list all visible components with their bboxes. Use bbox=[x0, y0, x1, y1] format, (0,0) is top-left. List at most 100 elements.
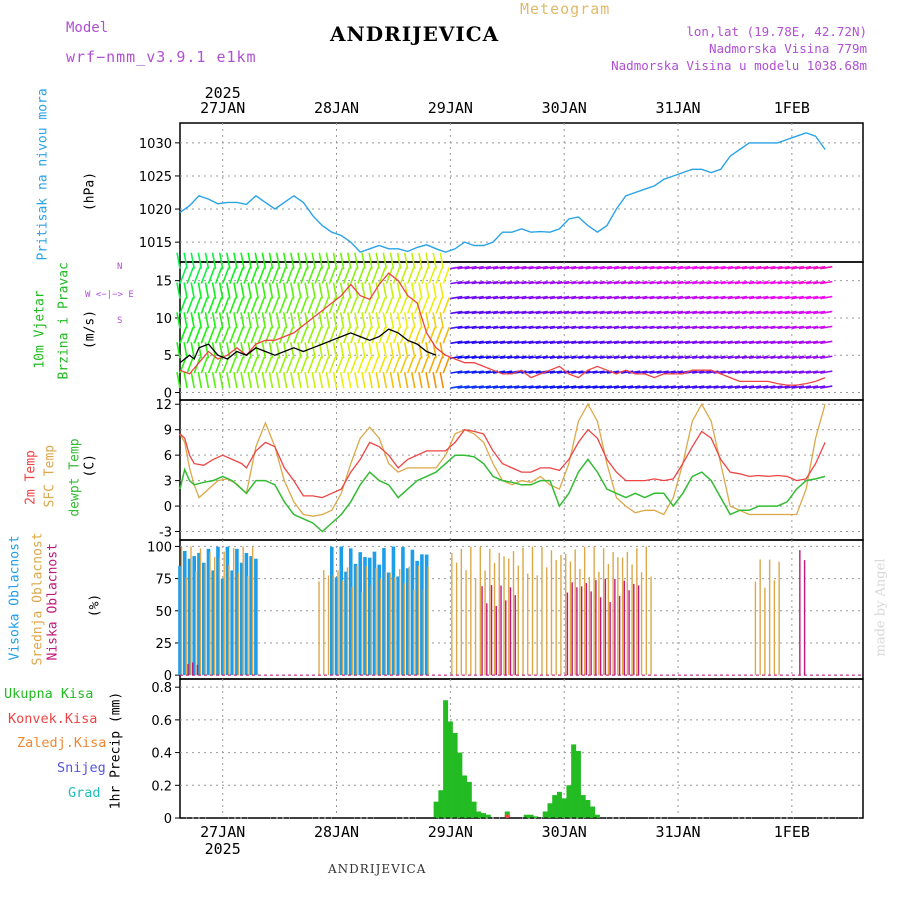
wind-barb bbox=[642, 325, 655, 330]
wind-barb bbox=[685, 325, 698, 330]
wind-barb bbox=[507, 340, 520, 345]
wind-barb bbox=[592, 340, 605, 345]
precip-legend-frz: Zaledj.Kisa bbox=[17, 735, 107, 751]
wind-barb bbox=[791, 265, 804, 270]
wind-barb bbox=[471, 370, 484, 374]
wind-barb bbox=[233, 252, 238, 269]
wind-barb bbox=[727, 310, 740, 315]
wind-barb bbox=[471, 295, 484, 300]
wind-barb bbox=[777, 295, 790, 300]
wind-barb bbox=[805, 310, 819, 315]
wind-barb bbox=[371, 356, 379, 374]
wind-barb bbox=[450, 325, 463, 330]
wind-barb bbox=[254, 371, 260, 389]
wind-barb bbox=[332, 282, 338, 299]
wind-barb bbox=[805, 370, 819, 374]
cloud-bar-high bbox=[244, 552, 249, 676]
cloud-bar-high bbox=[230, 570, 234, 676]
wind-barb bbox=[535, 310, 548, 315]
temp-series-line bbox=[179, 454, 826, 533]
wind-barb bbox=[297, 371, 302, 389]
wind-barb bbox=[250, 356, 258, 374]
wind-barb bbox=[699, 370, 712, 374]
wind-barb bbox=[264, 297, 273, 314]
wind-barb bbox=[578, 325, 591, 330]
wind-barb bbox=[457, 325, 470, 330]
wind-barb bbox=[243, 267, 251, 284]
wind-barb bbox=[556, 280, 570, 285]
wind-barb bbox=[670, 325, 684, 330]
wind-barb bbox=[606, 295, 620, 300]
wind-barb bbox=[435, 297, 443, 314]
wind-barb bbox=[699, 385, 712, 389]
top-date-label: 27JAN bbox=[200, 99, 245, 117]
wind-barb bbox=[193, 327, 201, 344]
wind-barb bbox=[628, 325, 641, 330]
wind-barb bbox=[770, 295, 783, 300]
wind-barb bbox=[656, 310, 669, 315]
wind-barb bbox=[663, 295, 676, 300]
wind-barb bbox=[392, 297, 401, 314]
wind-barb bbox=[471, 280, 484, 285]
wind-barb bbox=[457, 265, 470, 270]
wind-barb bbox=[240, 282, 245, 299]
wind-barb bbox=[599, 325, 612, 330]
wind-barb bbox=[556, 385, 570, 389]
wind-barb bbox=[183, 312, 188, 329]
top-date-label: 30JAN bbox=[542, 99, 587, 117]
wind-barb bbox=[204, 371, 210, 389]
wind-barb bbox=[204, 282, 210, 299]
wind-barb bbox=[492, 385, 506, 389]
wind-barb bbox=[535, 295, 548, 300]
wind-barb bbox=[734, 385, 748, 389]
wind-barb bbox=[734, 310, 748, 315]
meteogram-label: Meteogram bbox=[520, 0, 611, 18]
wind-barb bbox=[599, 265, 612, 270]
temp-label-sfc: SFC Temp bbox=[42, 444, 58, 508]
wind-barb bbox=[357, 327, 365, 344]
wind-barb bbox=[385, 297, 394, 314]
wind-barb bbox=[706, 370, 719, 374]
wind-barb bbox=[699, 355, 712, 360]
wind-barb bbox=[756, 385, 769, 389]
wind-barb bbox=[791, 385, 804, 389]
wind-barb bbox=[620, 295, 634, 300]
wind-barb bbox=[425, 342, 430, 359]
wind-barb bbox=[392, 267, 401, 284]
wind-barb bbox=[389, 312, 395, 329]
wind-barb bbox=[218, 342, 224, 359]
wind-barb bbox=[500, 325, 513, 330]
wind-series-line bbox=[179, 328, 437, 364]
wind-barb bbox=[556, 340, 570, 345]
wind-barb bbox=[183, 342, 188, 359]
wind-barb bbox=[571, 295, 584, 300]
pressure-ytick-label: 1020 bbox=[139, 203, 172, 218]
wind-barb bbox=[500, 280, 513, 285]
top-year-label: 2025 bbox=[205, 84, 241, 102]
wind-barb bbox=[314, 267, 322, 284]
wind-barb bbox=[354, 312, 359, 329]
wind-barb bbox=[432, 282, 437, 299]
wind-barb bbox=[741, 280, 755, 285]
wind-barb bbox=[361, 371, 366, 389]
wind-barb bbox=[271, 297, 280, 314]
wind-barb bbox=[528, 370, 541, 374]
wind-barb bbox=[339, 371, 345, 389]
wind-barb bbox=[414, 327, 422, 344]
wind-barb bbox=[571, 325, 584, 330]
wind-barb bbox=[820, 265, 833, 270]
temp-series-line bbox=[179, 402, 826, 517]
wind-barb bbox=[720, 295, 733, 300]
wind-barb bbox=[699, 340, 712, 345]
wind-barb bbox=[784, 385, 797, 389]
wind-barb bbox=[226, 371, 231, 389]
wind-barb bbox=[450, 340, 463, 345]
wind-barb bbox=[521, 340, 534, 345]
temp-unit: (C) bbox=[82, 454, 98, 478]
wind-barb bbox=[528, 355, 541, 360]
wind-barb bbox=[428, 297, 436, 314]
wind-barb bbox=[713, 310, 726, 315]
wind-barb bbox=[556, 265, 570, 270]
wind-barb bbox=[777, 370, 790, 374]
cloud-bar-high bbox=[201, 562, 206, 676]
